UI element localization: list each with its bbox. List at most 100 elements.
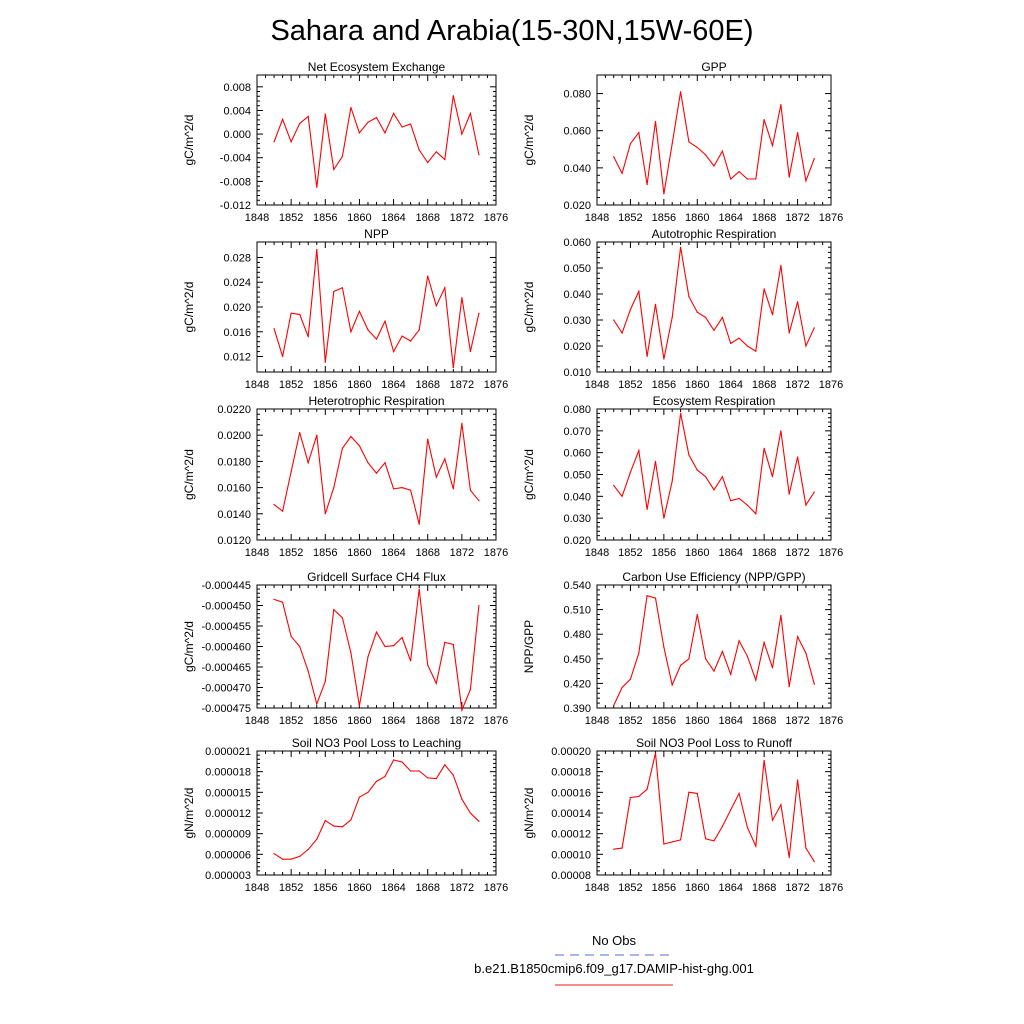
data-point [307,462,309,464]
x-tick-label: 1864 [381,882,405,894]
data-point [688,791,690,793]
data-point [746,504,749,506]
x-tick-label: 1864 [381,212,405,224]
plot-frame [256,750,497,876]
y-tick-label: 0.028 [223,252,251,264]
data-point [469,489,471,491]
x-tick-label: 1876 [819,882,843,894]
y-tick-label: 0.00018 [551,767,591,779]
data-point [299,313,301,316]
data-point [621,495,623,497]
data-point [763,288,765,290]
figure-title: Sahara and Arabia(15-30N,15W-60E) [270,15,753,47]
data-point [646,183,648,186]
y-tick-label: 0.070 [563,426,591,438]
y-tick-label: -0.004 [220,153,251,165]
y-tick-label: -0.008 [220,176,251,188]
data-point [384,775,386,778]
data-point [696,146,698,149]
data-point [418,770,420,772]
data-point [273,598,275,600]
y-tick-label: -0.012 [220,200,251,212]
y-tick-label: 0.000021 [205,746,251,758]
data-point [358,796,361,798]
data-point [316,703,318,705]
data-point [730,673,732,675]
data-point [654,460,657,462]
x-tick-label: 1860 [685,882,709,894]
y-tick-label: -0.000445 [201,580,251,592]
data-point [663,358,665,360]
data-point [375,472,378,474]
data-point [755,178,757,180]
series-line [273,589,480,713]
series-line [273,423,480,525]
x-tick-label: 1860 [347,547,371,559]
data-point [341,155,343,158]
y-tick-label: 0.000009 [205,829,251,841]
data-point [333,825,335,827]
x-tick-label: 1868 [752,212,776,224]
y-tick-label: 0.020 [563,200,591,212]
series-line [613,91,815,194]
data-point [679,91,682,93]
x-tick-label: 1876 [484,379,508,391]
data-point [324,361,326,363]
legend: No Obs b.e21.B1850cmip6.f09_g17.DAMIP-hi… [474,933,754,986]
data-point [629,678,632,680]
data-point [738,792,740,794]
y-tick-label: 0.0200 [217,430,251,442]
x-tick-label: 1872 [450,212,474,224]
data-point [780,104,782,106]
data-point [679,412,682,414]
x-tick-label: 1848 [245,212,269,224]
y-tick-label: 0.000018 [205,767,251,779]
y-tick-label: 0.040 [563,491,591,503]
y-tick-label: 0.450 [563,654,591,666]
data-point [324,680,326,682]
y-axis-label: gC/m^2/d [182,621,196,672]
y-tick-label: 0.0160 [217,483,251,495]
panel-title: Soil NO3 Pool Loss to Runoff [636,736,793,750]
chart-panel-carbon-use-efficiency-npp-gpp: Carbon Use Efficiency (NPP/GPP) NPP/GPP 18… [522,570,843,727]
data-point [410,660,412,662]
data-point [375,780,378,782]
x-tick-label: 1852 [279,212,303,224]
y-tick-label: 0.016 [223,327,251,339]
x-tick-label: 1868 [415,379,439,391]
data-point [444,641,446,644]
data-point [401,487,403,489]
data-point [358,132,361,134]
x-tick-label: 1876 [819,379,843,391]
y-tick-label: 0.050 [563,263,591,275]
y-tick-label: 0.000015 [205,787,251,799]
data-point [427,275,429,277]
data-point [688,141,690,143]
data-point [427,777,429,779]
data-point [805,345,807,347]
data-point [316,434,318,436]
data-point [384,462,386,464]
y-tick-label: 0.000012 [205,808,251,820]
series-line [273,249,480,368]
panel-title: NPP [364,227,389,241]
x-tick-label: 1868 [752,379,776,391]
y-tick-label: 0.050 [563,470,591,482]
data-point [452,488,454,490]
x-tick-label: 1872 [785,212,809,224]
x-tick-label: 1848 [245,715,269,727]
data-point [469,350,471,353]
data-point [401,636,403,639]
data-point [654,303,657,305]
data-point [273,328,275,330]
data-point [671,143,673,145]
data-point [444,458,446,460]
data-point [771,314,774,316]
x-tick-label: 1848 [245,882,269,894]
x-tick-label: 1864 [718,715,742,727]
series-line [613,594,815,706]
data-point [282,510,284,512]
y-tick-label: 0.00014 [551,808,591,820]
y-axis-label: gC/m^2/d [182,115,196,166]
